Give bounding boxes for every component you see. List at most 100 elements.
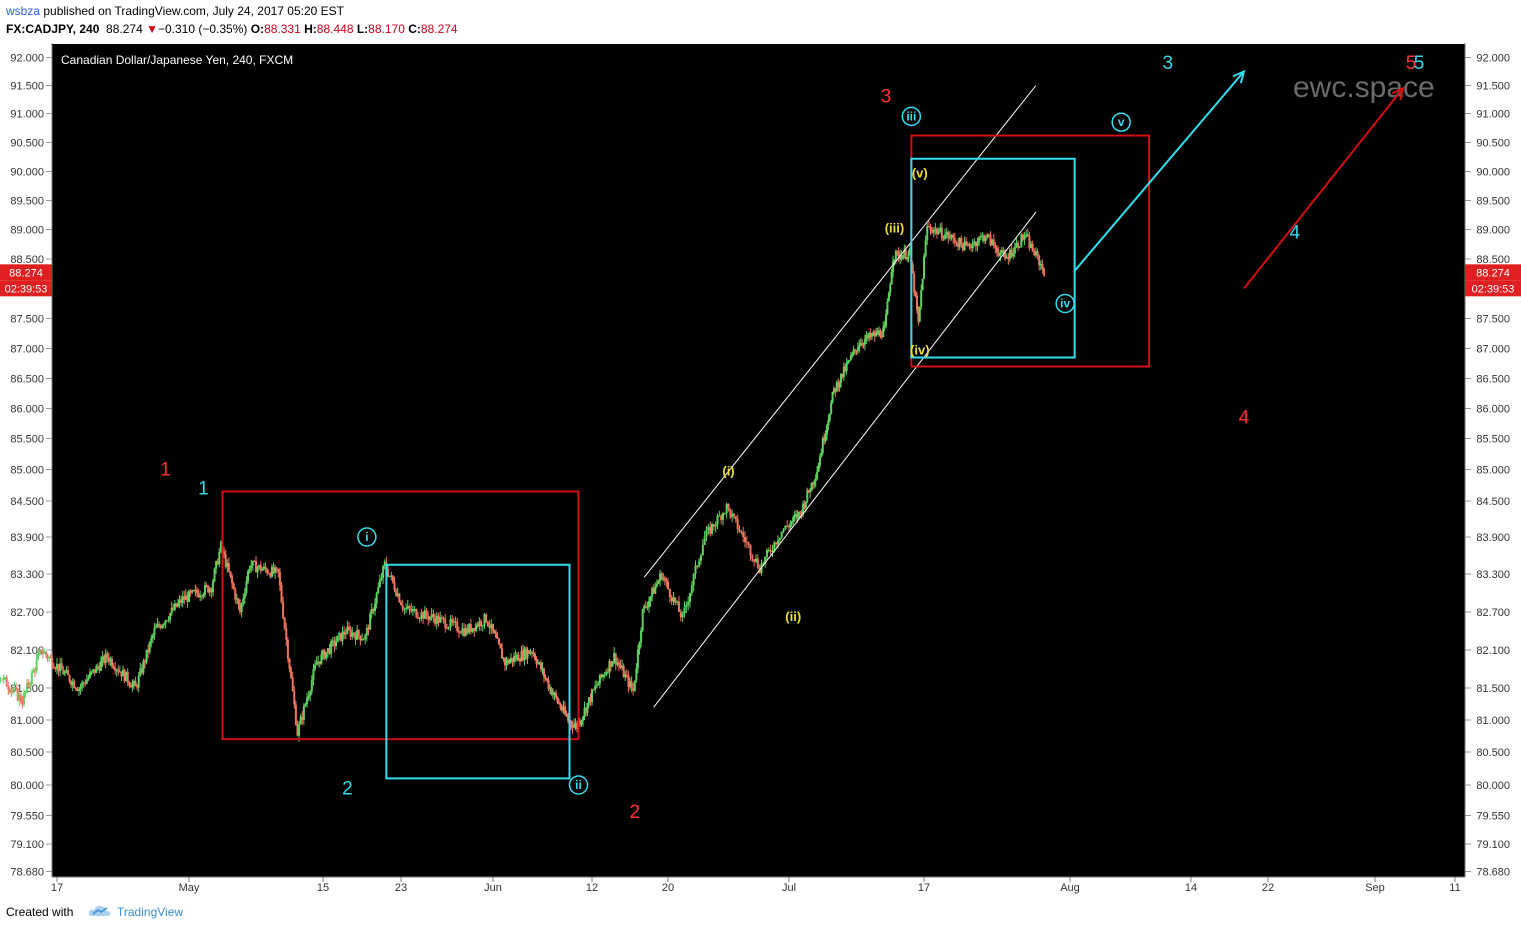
candle-body (900, 255, 903, 260)
candle-body (549, 687, 551, 689)
candle-body (775, 542, 778, 545)
candle-body (838, 382, 841, 388)
time-axis-bg (0, 877, 1521, 895)
candle-body (137, 675, 140, 688)
candle-body (356, 630, 359, 640)
candle-body (18, 694, 21, 701)
tradingview-link[interactable]: TradingView (117, 905, 184, 919)
candle-body (45, 651, 47, 656)
candle-body (298, 724, 301, 736)
candle-body (636, 649, 639, 669)
candle-body (274, 567, 277, 573)
candle-body (992, 239, 995, 246)
candle-body (275, 567, 278, 569)
candle-body (1018, 246, 1021, 248)
candle-body (513, 656, 515, 662)
candle-body (104, 653, 107, 663)
y-tick-left: 82.700 (10, 607, 44, 619)
candle-body (678, 601, 680, 612)
candle-body (955, 242, 958, 244)
candle-body (282, 602, 285, 619)
wave-label: 2 (342, 778, 353, 799)
candle-body (148, 642, 151, 653)
candle-body (579, 722, 581, 725)
candle-body (662, 577, 665, 580)
last-price: 88.274 (106, 22, 143, 36)
candle-body (745, 542, 748, 544)
candle-body (896, 250, 899, 253)
candle-body (803, 503, 806, 508)
candle-body (1033, 251, 1036, 256)
candle-body (526, 650, 529, 659)
y-tick-left: 87.500 (10, 314, 44, 326)
candle-body (940, 227, 943, 239)
candle-body (720, 515, 723, 520)
candle-body (617, 662, 620, 666)
candle-body (655, 583, 658, 587)
candle-body (917, 310, 920, 322)
candle-body (10, 690, 13, 693)
candle-body (851, 353, 854, 356)
symbol-label: FX:CADJPY, 240 (6, 22, 100, 36)
candle-body (516, 654, 518, 660)
candle-body (701, 544, 704, 556)
candle-body (266, 569, 269, 574)
candle-body (93, 669, 96, 673)
candle-body (49, 657, 52, 659)
candle-body (383, 561, 386, 567)
candle-body (800, 512, 803, 515)
candle-body (589, 697, 592, 702)
candle-body (200, 595, 203, 597)
y-tick-right: 87.000 (1476, 344, 1510, 356)
candle-body (945, 232, 948, 235)
y-tick-left: 79.100 (10, 839, 44, 851)
candle-body (660, 573, 663, 580)
candle-body (889, 284, 892, 293)
candle-body (544, 676, 547, 679)
candle-body (205, 584, 208, 586)
candle-body (175, 603, 178, 607)
candle-body (825, 425, 828, 435)
candle-body (820, 453, 823, 457)
candle-body (476, 624, 479, 627)
candle-body (795, 514, 798, 517)
chart-panel[interactable]: Canadian Dollar/Japanese Yen, 240, FXCM e… (0, 43, 1521, 895)
candle-body (844, 366, 847, 371)
candle-body (547, 680, 550, 689)
y-tick-right: 90.500 (1476, 138, 1510, 150)
candle-body (828, 413, 831, 421)
candle-body (882, 327, 885, 337)
candle-body (591, 689, 593, 702)
y-tick-right: 92.000 (1476, 53, 1510, 65)
candle-body (788, 526, 790, 528)
candle-body (1038, 256, 1041, 266)
candle-body (613, 653, 616, 662)
candle-body (261, 568, 264, 571)
candle-body (848, 360, 851, 362)
candle-body (464, 627, 467, 636)
candle-body (1010, 249, 1013, 257)
candle-body (330, 641, 333, 654)
candle-body (19, 694, 22, 702)
candle-body (592, 689, 595, 691)
candle-body (473, 628, 476, 631)
price-chart[interactable]: Canadian Dollar/Japanese Yen, 240, FXCM e… (0, 43, 1521, 895)
candle-body (418, 618, 421, 620)
candle-body (657, 580, 660, 584)
candle-body (594, 685, 597, 690)
candle-body (21, 701, 24, 705)
candle-body (59, 663, 62, 672)
candle-body (117, 669, 120, 672)
created-with-label: Created with (6, 905, 74, 919)
author-link[interactable]: wsbza (6, 4, 41, 18)
candle-body (633, 680, 636, 691)
candle-body (556, 697, 559, 703)
candle-body (85, 679, 88, 684)
candle-body (522, 650, 524, 660)
tradingview-cloud-icon[interactable] (88, 904, 112, 918)
candle-body (976, 242, 979, 247)
candle-body (184, 595, 187, 600)
candle-body (970, 246, 973, 249)
candle-body (944, 234, 947, 239)
candle-body (567, 716, 569, 721)
